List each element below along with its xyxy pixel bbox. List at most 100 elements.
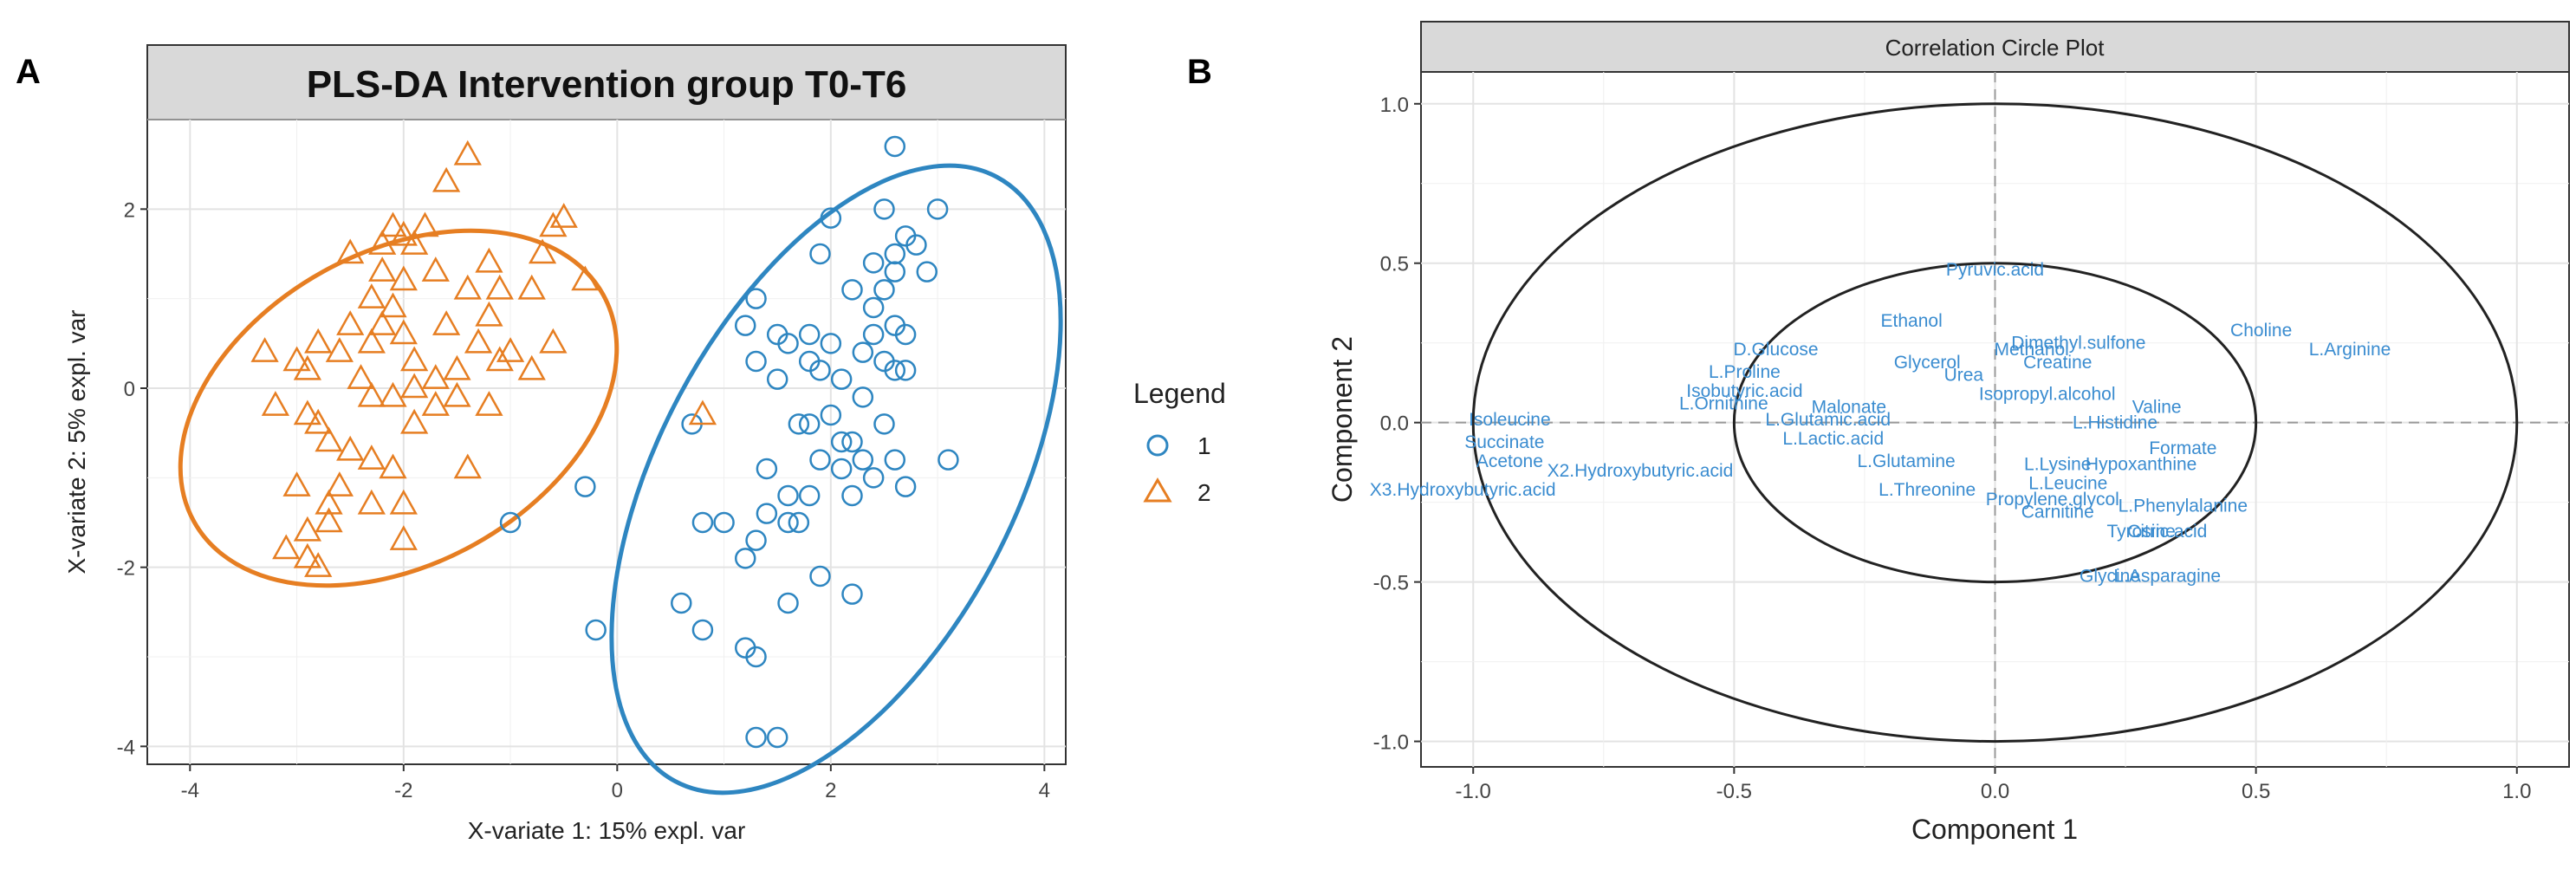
panel-b-y-label: Component 2 bbox=[1327, 336, 1358, 503]
legend-key-2 bbox=[1143, 477, 1172, 503]
group-1-point bbox=[841, 279, 863, 301]
legend-key-1 bbox=[1146, 434, 1169, 457]
group-1-point bbox=[745, 350, 767, 373]
group-2-point bbox=[539, 328, 568, 354]
panel-a-y-label: X-variate 2: 5% expl. var bbox=[63, 309, 90, 574]
group-2-point bbox=[272, 534, 301, 560]
panel-a: A PLS-DA Intervention group T0-T6 -4 -2 0 2… bbox=[16, 44, 1226, 844]
group-1-point bbox=[691, 619, 714, 641]
group-1-point bbox=[734, 315, 756, 336]
group-2-point bbox=[282, 471, 311, 497]
group-2-point bbox=[453, 453, 482, 479]
group-1-point bbox=[766, 726, 788, 749]
group-2-point bbox=[379, 211, 407, 237]
group-2-point bbox=[485, 346, 514, 372]
variable-label: L.Lysine bbox=[2024, 455, 2091, 475]
group-2-point bbox=[464, 328, 493, 354]
x-tick-label: -2 bbox=[394, 779, 412, 802]
group-1-point bbox=[777, 511, 799, 534]
group-2-point bbox=[475, 391, 503, 416]
group-2-point bbox=[282, 346, 311, 372]
group-1-point bbox=[820, 404, 842, 426]
group-1-point bbox=[884, 261, 906, 282]
variable-label: Urea bbox=[1944, 365, 1984, 385]
group-1-point bbox=[798, 413, 821, 435]
group-2-point bbox=[475, 247, 503, 273]
group-2-point bbox=[539, 211, 568, 237]
group-1-point bbox=[734, 548, 756, 569]
group-2-point bbox=[293, 516, 322, 542]
y-tick-label: -2 bbox=[117, 557, 135, 581]
group-1-point bbox=[841, 583, 863, 605]
y-tick-label: 0.5 bbox=[1380, 253, 1409, 276]
group-2-point bbox=[400, 230, 429, 255]
group-2-point bbox=[379, 292, 407, 318]
legend-label-1: 1 bbox=[1197, 432, 1211, 459]
group-2-point bbox=[421, 391, 450, 416]
group-2-point bbox=[357, 328, 386, 354]
group-2-point bbox=[379, 453, 407, 479]
panel-b-correlation-circles bbox=[1471, 102, 2519, 743]
group-2-point bbox=[304, 408, 333, 434]
variable-label: Choline bbox=[2230, 321, 2292, 341]
variable-label: L.Asparagine bbox=[2113, 566, 2221, 586]
group-1-point bbox=[873, 198, 895, 220]
group-1-point bbox=[873, 279, 895, 301]
panel-b-letter: B bbox=[1187, 53, 1212, 91]
group-2-point bbox=[400, 346, 429, 372]
group-2-point bbox=[431, 310, 461, 335]
y-tick-label: -0.5 bbox=[1373, 572, 1409, 595]
group-2-point bbox=[389, 220, 418, 246]
variable-label: D.Glucose bbox=[1734, 340, 1819, 360]
group-1-point bbox=[766, 368, 788, 390]
group-1-point bbox=[809, 565, 831, 588]
variable-label: L.Arginine bbox=[2309, 340, 2391, 360]
group-2-point bbox=[443, 381, 471, 407]
legend: Legend 1 2 bbox=[1133, 378, 1226, 506]
group-1-point bbox=[745, 529, 767, 551]
group-2-point bbox=[250, 337, 279, 362]
legend-label-2: 2 bbox=[1197, 479, 1211, 506]
group-2-point bbox=[528, 238, 557, 264]
group-2-point bbox=[475, 301, 503, 327]
group-2-point bbox=[315, 489, 343, 515]
group-1-point bbox=[745, 726, 767, 749]
panel-b-x-label: Component 1 bbox=[1911, 814, 2078, 845]
variable-label: Carnitine bbox=[2021, 503, 2094, 523]
variable-label: Ethanol bbox=[1881, 311, 1943, 331]
group-1-point bbox=[585, 619, 607, 641]
variable-label: L.Glutamic.acid bbox=[1765, 410, 1891, 430]
variable-label: L.Leucine bbox=[2028, 474, 2107, 494]
group-1-point bbox=[671, 592, 692, 614]
variable-label: X2.Hydroxybutyric.acid bbox=[1548, 461, 1734, 481]
y-tick-label: 2 bbox=[124, 198, 135, 222]
variable-label: Isobutyric.acid bbox=[1686, 381, 1802, 401]
group-2-point bbox=[389, 489, 418, 515]
group-1-point bbox=[798, 323, 821, 346]
group-2-point bbox=[315, 426, 343, 452]
group-1-point bbox=[830, 368, 853, 390]
group-1-point bbox=[691, 511, 714, 534]
group-1-point bbox=[830, 431, 853, 453]
group-2-point bbox=[347, 364, 375, 389]
x-tick-label: -4 bbox=[181, 779, 199, 802]
group-2-point bbox=[496, 337, 525, 362]
panel-b-variable-labels: Pyruvic.acidEthanolD.GlucoseL.ProlineIso… bbox=[1370, 260, 2391, 586]
correlation-circle-r1 bbox=[1471, 102, 2519, 743]
group-2-point bbox=[357, 381, 386, 407]
variable-label: Valine bbox=[2132, 397, 2182, 417]
group-2-point bbox=[336, 238, 365, 264]
panel-a-ticks: -4 -2 0 2 4 -4 -2 0 2 bbox=[117, 198, 1050, 802]
group-1-point bbox=[884, 243, 906, 265]
panel-a-letter: A bbox=[16, 53, 41, 91]
group-1-point bbox=[852, 341, 874, 363]
group-1-point bbox=[841, 431, 863, 453]
group-2-point bbox=[453, 140, 482, 166]
y-tick-label: 1.0 bbox=[1380, 94, 1409, 117]
variable-label: L.Proline bbox=[1709, 362, 1781, 382]
group-2-point bbox=[357, 283, 386, 308]
variable-label: L.Histidine bbox=[2073, 413, 2157, 433]
group-2-point bbox=[379, 381, 407, 407]
group-2-point bbox=[400, 373, 429, 399]
group-1-point bbox=[499, 511, 522, 534]
